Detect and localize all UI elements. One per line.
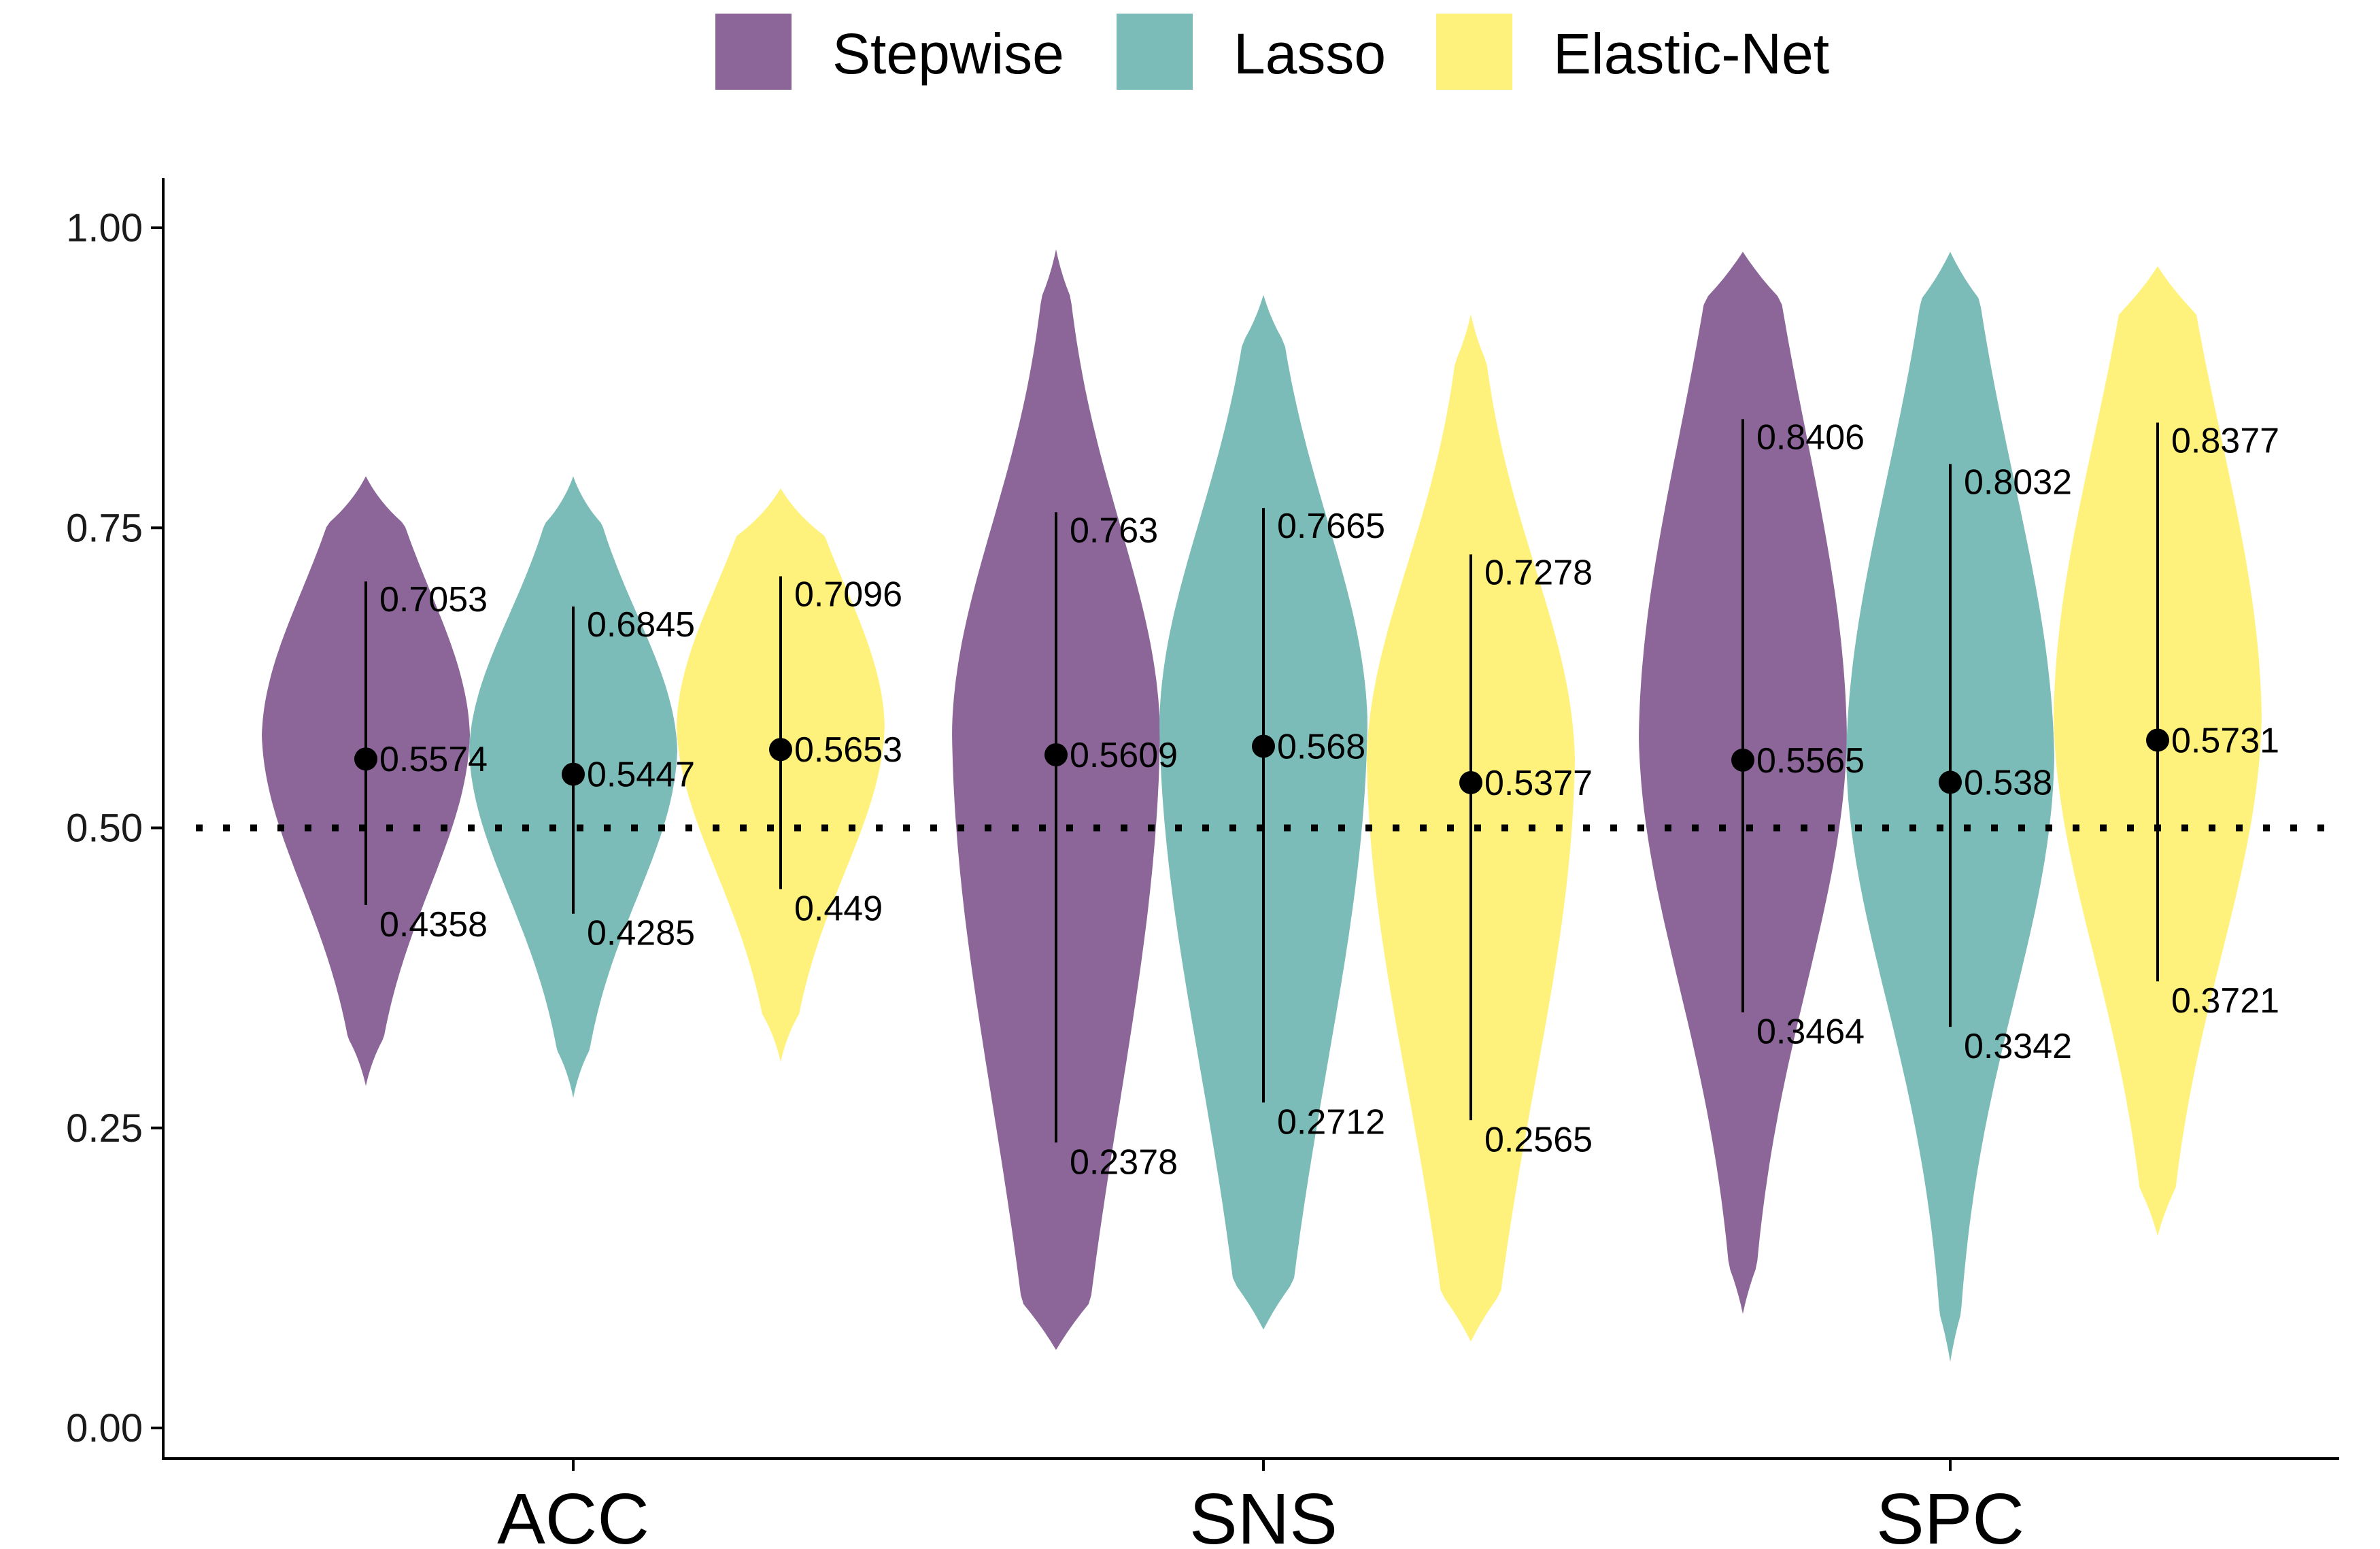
y-axis-ticks: 0.00 0.25 0.50 0.75 1.00 bbox=[66, 206, 163, 1450]
mid-value-label: 0.5653 bbox=[794, 730, 902, 770]
x-axis-ticks: ACC SNS SPC bbox=[497, 1459, 2024, 1549]
high-value-label: 0.7053 bbox=[379, 580, 488, 619]
legend-label: Lasso bbox=[1234, 22, 1386, 86]
mean-point bbox=[354, 747, 377, 771]
low-value-label: 0.2712 bbox=[1277, 1102, 1385, 1142]
high-value-label: 0.7665 bbox=[1277, 507, 1385, 546]
axes bbox=[162, 178, 2339, 1460]
legend-swatch bbox=[715, 14, 792, 90]
x-tick-label: SNS bbox=[1189, 1479, 1338, 1549]
y-tick-label: 0.50 bbox=[66, 806, 143, 851]
high-value-label: 0.8377 bbox=[2171, 421, 2279, 460]
x-tick-label: SPC bbox=[1876, 1479, 2024, 1549]
y-tick-label: 0.00 bbox=[66, 1406, 143, 1450]
high-value-label: 0.763 bbox=[1070, 511, 1158, 550]
mid-value-label: 0.538 bbox=[1964, 763, 2052, 802]
low-value-label: 0.4285 bbox=[587, 914, 695, 953]
legend-label: Stepwise bbox=[832, 22, 1064, 86]
low-value-label: 0.3342 bbox=[1964, 1027, 2072, 1066]
high-value-label: 0.8406 bbox=[1756, 418, 1865, 457]
mean-point bbox=[2146, 728, 2169, 752]
violins bbox=[262, 249, 2262, 1362]
low-value-label: 0.2378 bbox=[1070, 1142, 1178, 1182]
mid-value-label: 0.5731 bbox=[2171, 721, 2279, 760]
y-tick-label: 1.00 bbox=[66, 206, 143, 250]
mean-point bbox=[769, 738, 792, 762]
low-value-label: 0.3721 bbox=[2171, 981, 2279, 1021]
mean-point bbox=[1252, 734, 1275, 758]
low-value-label: 0.449 bbox=[794, 889, 883, 929]
low-value-label: 0.2565 bbox=[1484, 1120, 1593, 1159]
legend-swatch bbox=[1436, 14, 1512, 90]
mean-point bbox=[1459, 770, 1482, 794]
summary-marks: 0.7053 0.5574 0.4358 0.763 0.5609 0.2378 0.840… bbox=[354, 418, 2279, 1182]
mean-point bbox=[1044, 743, 1068, 767]
low-value-label: 0.4358 bbox=[379, 905, 488, 944]
mean-point bbox=[1731, 748, 1754, 772]
high-value-label: 0.8032 bbox=[1964, 462, 2072, 502]
legend-label: Elastic-Net bbox=[1553, 22, 1829, 86]
high-value-label: 0.7278 bbox=[1484, 553, 1593, 592]
high-value-label: 0.7096 bbox=[794, 575, 902, 615]
y-tick-label: 0.75 bbox=[66, 506, 143, 550]
mean-point bbox=[562, 762, 585, 786]
mid-value-label: 0.5574 bbox=[379, 740, 488, 779]
legend-swatch bbox=[1117, 14, 1193, 90]
mean-point bbox=[1939, 770, 1962, 794]
high-value-label: 0.6845 bbox=[587, 605, 695, 645]
mid-value-label: 0.5565 bbox=[1756, 741, 1865, 781]
mid-value-label: 0.5447 bbox=[587, 755, 695, 795]
legend: Stepwise Lasso Elastic-Net bbox=[715, 14, 1829, 90]
x-tick-label: ACC bbox=[497, 1479, 649, 1549]
mid-value-label: 0.5377 bbox=[1484, 764, 1593, 803]
y-tick-label: 0.25 bbox=[66, 1106, 143, 1151]
low-value-label: 0.3464 bbox=[1756, 1012, 1865, 1052]
mid-value-label: 0.568 bbox=[1277, 727, 1365, 766]
mid-value-label: 0.5609 bbox=[1070, 736, 1178, 775]
